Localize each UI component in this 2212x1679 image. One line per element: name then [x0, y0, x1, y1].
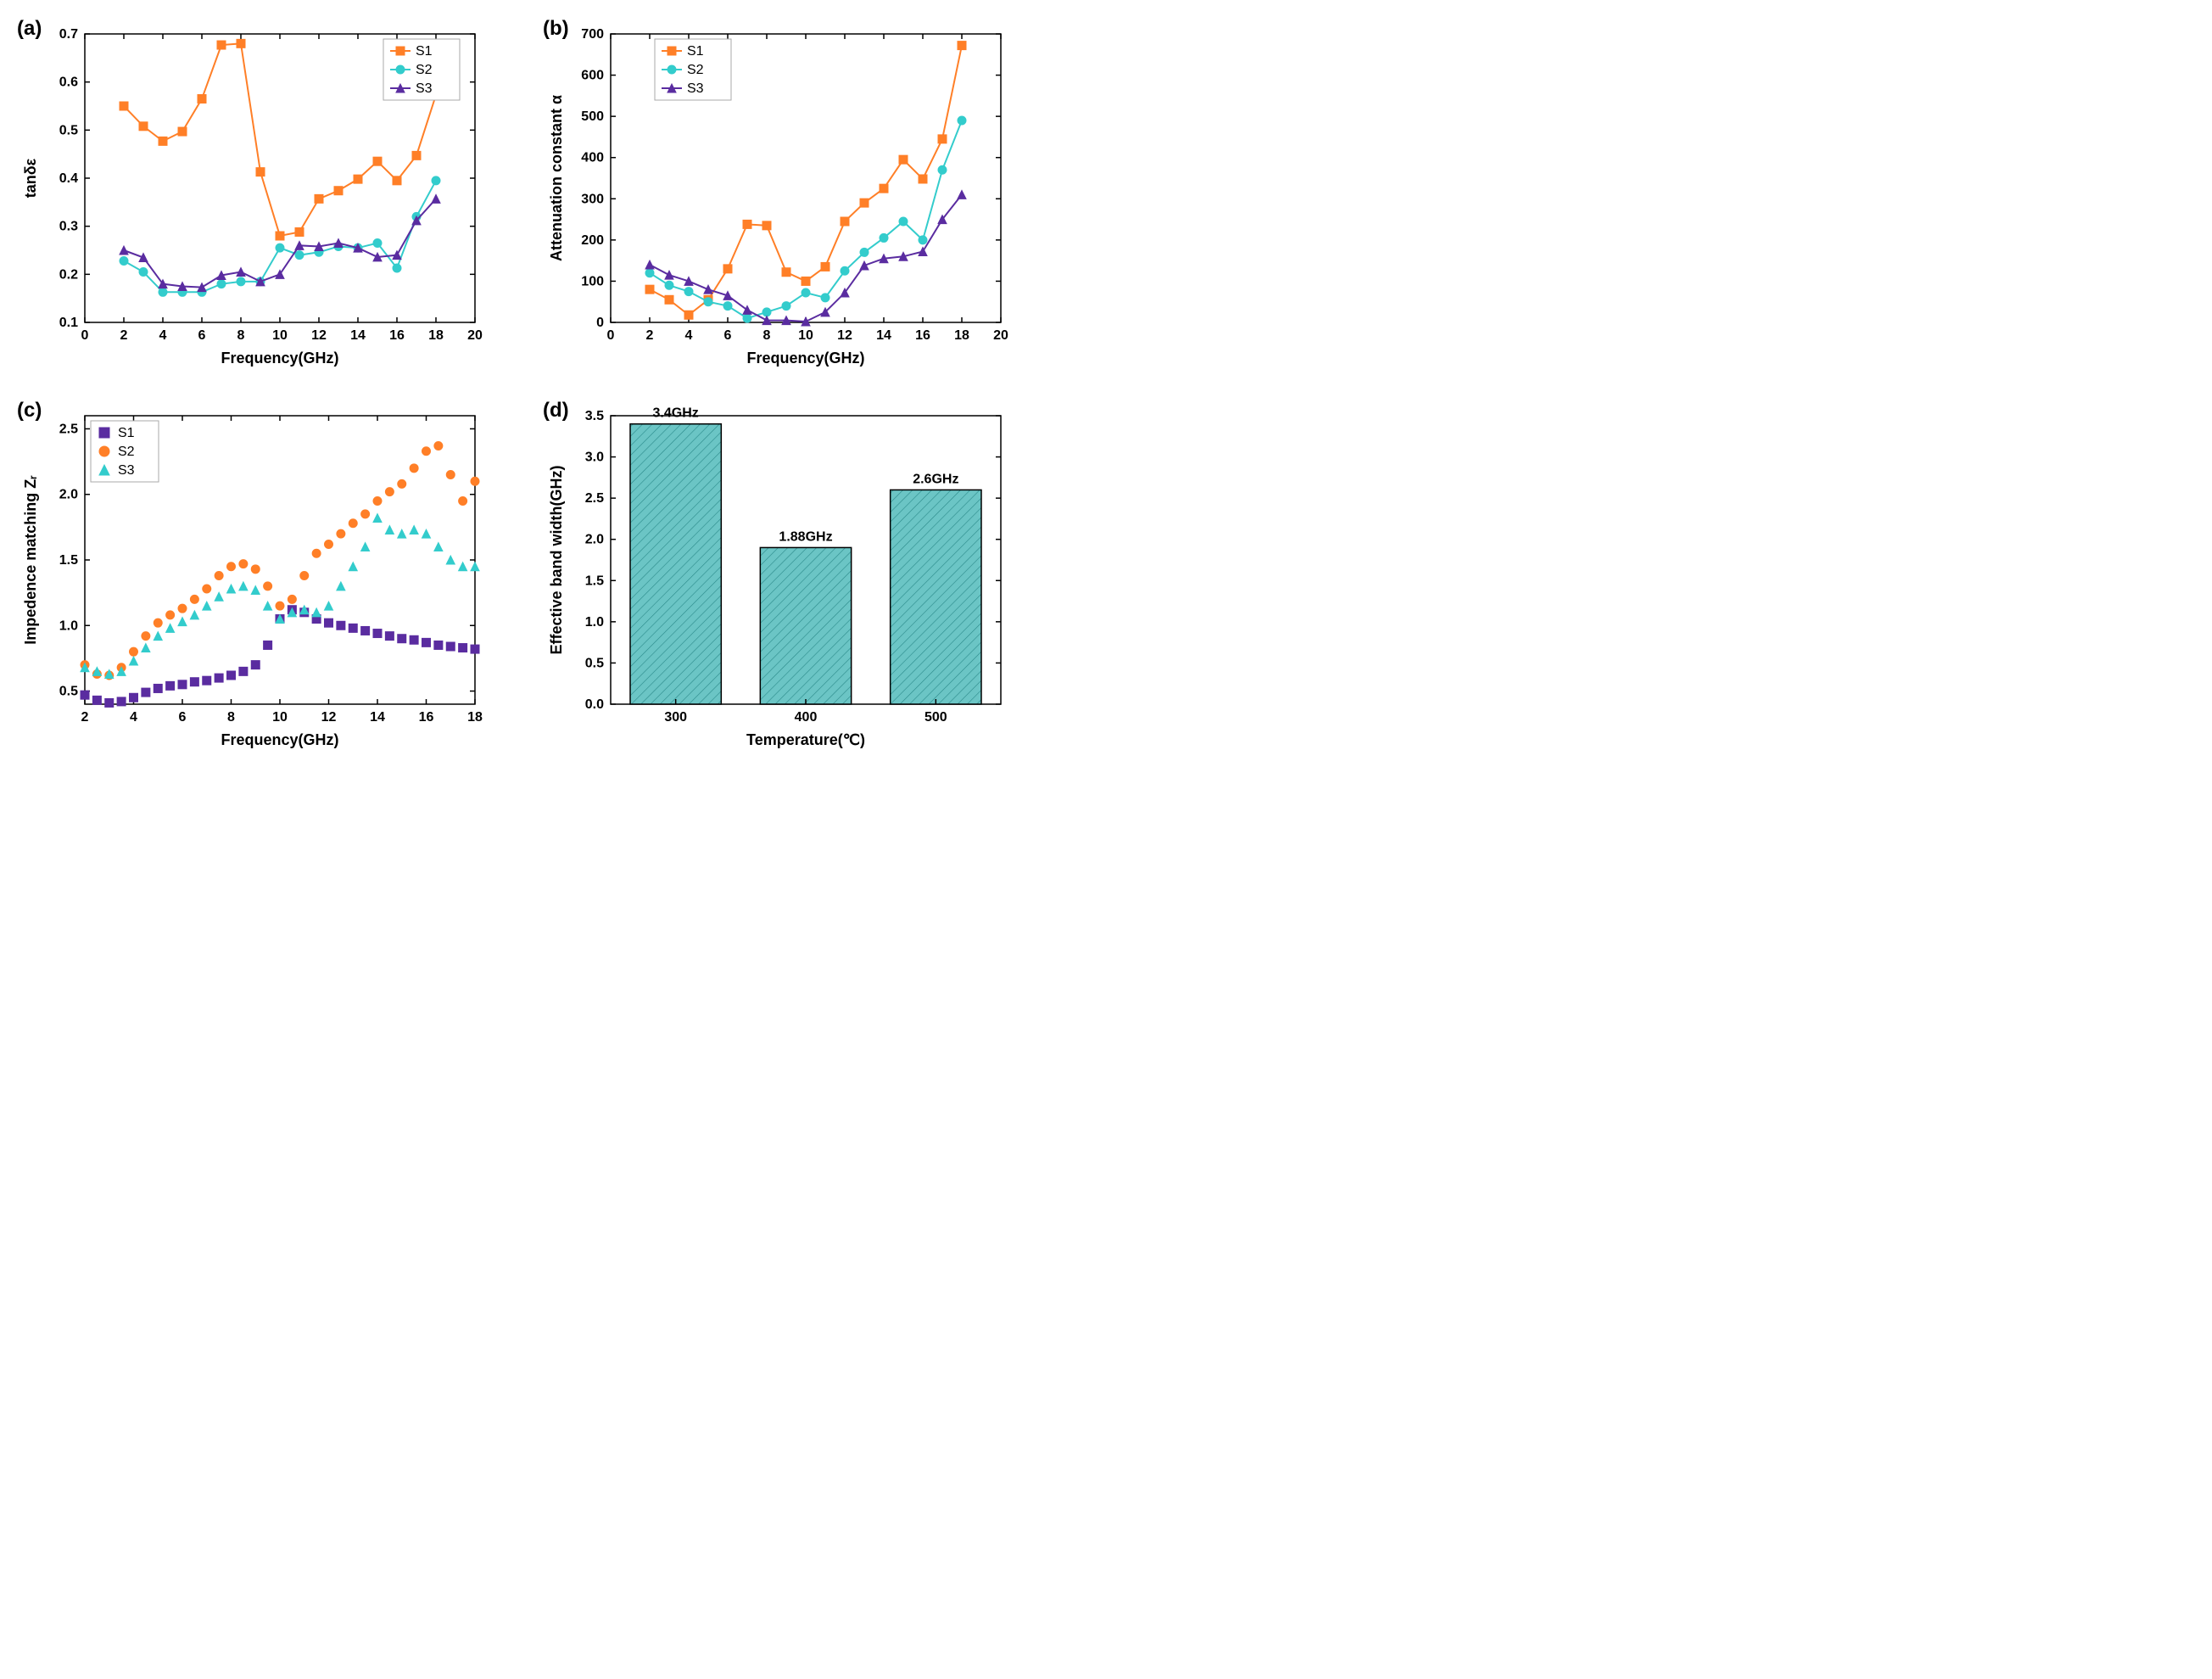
svg-text:400: 400 [795, 710, 818, 725]
svg-text:1.5: 1.5 [585, 574, 604, 588]
svg-text:500: 500 [924, 710, 947, 725]
svg-text:300: 300 [581, 192, 604, 206]
panel-c: (c) 2 4 6 8 10 12 14 16 18 0.5 1.0 1.5 2.0 2.5 Frequen… [17, 399, 509, 755]
svg-text:S1: S1 [416, 44, 433, 59]
svg-text:12: 12 [837, 328, 852, 343]
svg-text:12: 12 [311, 328, 327, 343]
svg-text:16: 16 [419, 710, 434, 725]
panel-a-label: (a) [17, 17, 42, 41]
svg-text:6: 6 [724, 328, 732, 343]
svg-text:S1: S1 [118, 426, 135, 440]
panel-d: (d) 0.0 0.5 1.0 1.5 2.0 2.5 3.0 3.5 3.4GHz 300 1.8… [543, 399, 1035, 755]
svg-text:14: 14 [876, 328, 891, 343]
panel-a: (a) 024681012141618200.10.20.30.40.50.60… [17, 17, 509, 373]
svg-text:2: 2 [646, 328, 654, 343]
svg-text:4: 4 [130, 710, 137, 725]
svg-text:6: 6 [198, 328, 206, 343]
svg-text:0.3: 0.3 [59, 220, 78, 234]
svg-text:0.5: 0.5 [59, 685, 78, 699]
svg-text:10: 10 [272, 328, 288, 343]
svg-text:S3: S3 [416, 81, 433, 96]
svg-text:8: 8 [227, 710, 235, 725]
svg-text:tanδε: tanδε [22, 158, 39, 198]
svg-text:0.4: 0.4 [59, 171, 78, 186]
figure-grid: (a) 024681012141618200.10.20.30.40.50.60… [17, 17, 1035, 755]
panel-a-svg: 0 2 4 6 8 10 12 14 16 18 20 0.1 0.2 0.3 0.4 0.5 0.6 0.7 Fr… [17, 17, 492, 373]
svg-text:2.5: 2.5 [585, 491, 604, 506]
svg-text:500: 500 [581, 109, 604, 124]
svg-text:2: 2 [120, 328, 128, 343]
svg-text:4: 4 [159, 328, 167, 343]
svg-text:100: 100 [581, 274, 604, 288]
panel-b-label: (b) [543, 17, 569, 41]
svg-text:10: 10 [272, 710, 288, 725]
svg-text:600: 600 [581, 69, 604, 83]
svg-text:S2: S2 [118, 445, 135, 459]
svg-text:Attenuation constant α: Attenuation constant α [548, 95, 565, 261]
svg-text:1.5: 1.5 [59, 553, 78, 568]
svg-text:18: 18 [467, 710, 483, 725]
panel-d-label: (d) [543, 399, 569, 423]
svg-text:0.5: 0.5 [59, 123, 78, 137]
svg-text:Frequency(GHz): Frequency(GHz) [746, 350, 864, 367]
svg-text:1.0: 1.0 [585, 615, 604, 630]
svg-text:Frequency(GHz): Frequency(GHz) [221, 731, 338, 748]
svg-text:S2: S2 [687, 63, 704, 77]
panel-d-svg: 0.0 0.5 1.0 1.5 2.0 2.5 3.0 3.5 3.4GHz 300 1.88GHz… [543, 399, 1018, 755]
svg-text:3.4GHz: 3.4GHz [653, 406, 699, 421]
svg-text:0: 0 [607, 328, 615, 343]
svg-text:16: 16 [915, 328, 930, 343]
svg-text:2.6GHz: 2.6GHz [913, 472, 958, 486]
svg-text:Temperature(℃): Temperature(℃) [746, 731, 865, 748]
svg-text:0.7: 0.7 [59, 27, 78, 42]
panel-c-label: (c) [17, 399, 42, 423]
svg-text:0.0: 0.0 [585, 697, 604, 712]
svg-text:S3: S3 [118, 463, 135, 478]
svg-text:14: 14 [370, 710, 385, 725]
panel-c-svg: 2 4 6 8 10 12 14 16 18 0.5 1.0 1.5 2.0 2.5 Frequency(G… [17, 399, 492, 755]
svg-text:6: 6 [179, 710, 187, 725]
svg-text:0.1: 0.1 [59, 316, 78, 330]
svg-text:8: 8 [237, 328, 245, 343]
svg-text:2.0: 2.0 [59, 488, 78, 502]
svg-text:0: 0 [596, 316, 604, 330]
svg-text:18: 18 [954, 328, 969, 343]
svg-text:700: 700 [581, 27, 604, 42]
panel-b: (b) 024681012141618200100200300400500600… [543, 17, 1035, 373]
svg-text:200: 200 [581, 233, 604, 248]
svg-text:18: 18 [428, 328, 444, 343]
svg-text:2.5: 2.5 [59, 422, 78, 436]
svg-text:3.5: 3.5 [585, 409, 604, 423]
svg-text:Effective band width(GHz): Effective band width(GHz) [548, 465, 565, 654]
svg-text:3.0: 3.0 [585, 451, 604, 465]
svg-text:S2: S2 [416, 63, 433, 77]
svg-text:10: 10 [798, 328, 813, 343]
svg-text:4: 4 [685, 328, 693, 343]
svg-text:1.88GHz: 1.88GHz [779, 529, 832, 544]
svg-text:0: 0 [81, 328, 89, 343]
svg-text:S3: S3 [687, 81, 704, 96]
svg-text:0.2: 0.2 [59, 267, 78, 282]
svg-text:Frequency(GHz): Frequency(GHz) [221, 350, 338, 367]
svg-text:12: 12 [321, 710, 337, 725]
svg-text:S1: S1 [687, 44, 704, 59]
svg-text:300: 300 [664, 710, 687, 725]
svg-text:8: 8 [763, 328, 771, 343]
svg-text:2.0: 2.0 [585, 533, 604, 547]
svg-text:400: 400 [581, 151, 604, 165]
panel-b-svg: 024681012141618200100200300400500600700F… [543, 17, 1018, 373]
svg-text:16: 16 [389, 328, 405, 343]
svg-text:0.6: 0.6 [59, 76, 78, 90]
svg-text:14: 14 [350, 328, 366, 343]
svg-text:20: 20 [467, 328, 483, 343]
svg-text:2: 2 [81, 710, 89, 725]
svg-text:1.0: 1.0 [59, 618, 78, 633]
svg-text:Impedence matching Zᵣ: Impedence matching Zᵣ [22, 475, 39, 645]
svg-text:20: 20 [993, 328, 1008, 343]
svg-text:0.5: 0.5 [585, 656, 604, 670]
